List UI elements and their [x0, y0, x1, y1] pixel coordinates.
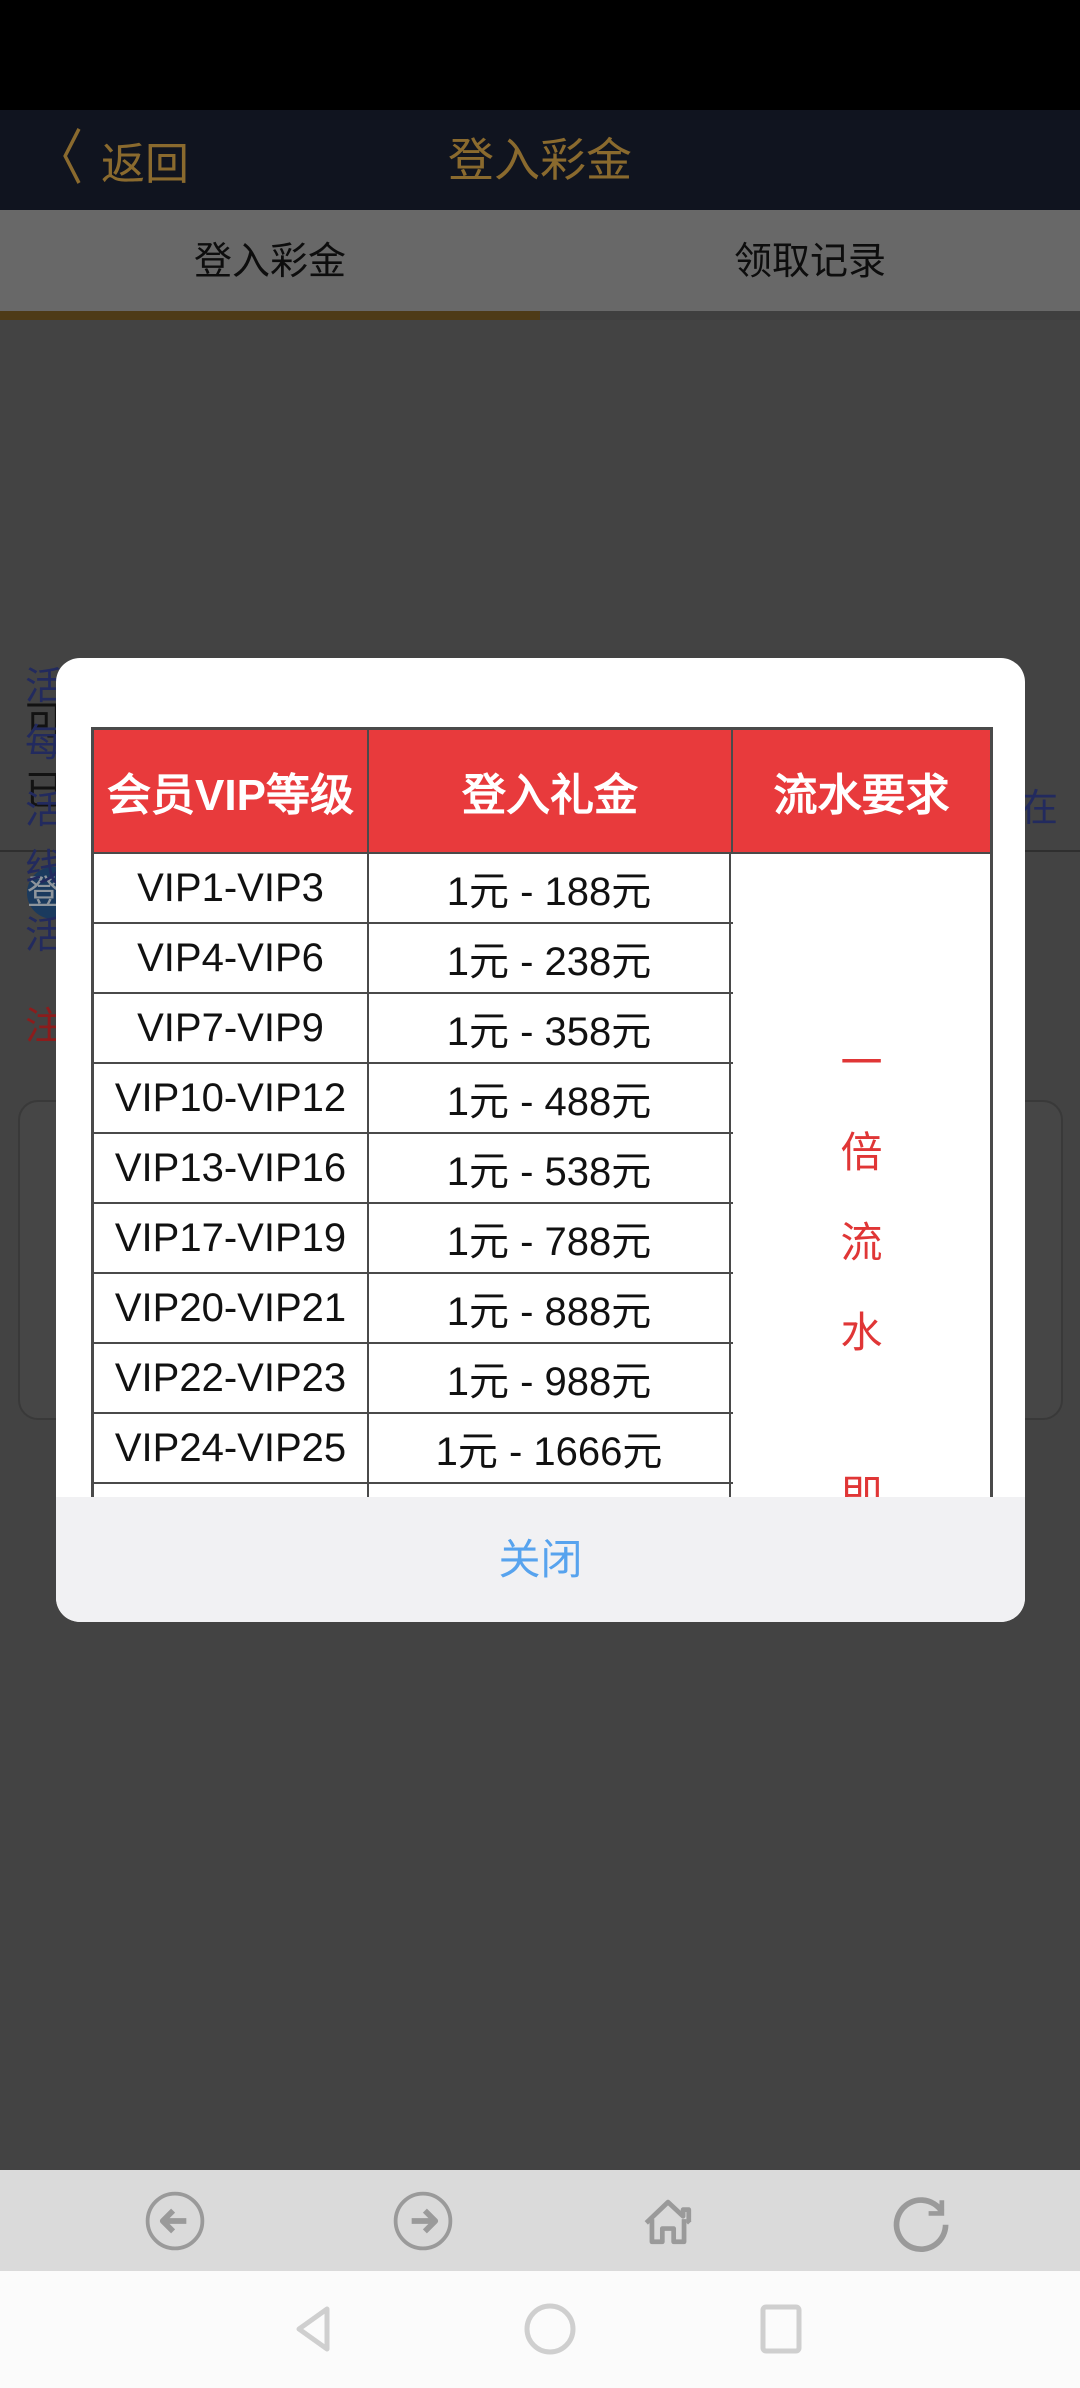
tab-claim-records[interactable]: 领取记录: [733, 241, 886, 283]
table-row: VIP4-VIP6 1元 - 238元: [94, 924, 733, 994]
cell-gift-range: 1元 - 358元: [369, 994, 731, 1062]
table-row: VIP20-VIP21 1元 - 888元: [94, 1274, 733, 1344]
table-row: VIP1-VIP3 1元 - 188元: [94, 854, 733, 924]
table-row: VIP24-VIP25 1元 - 1666元: [94, 1414, 733, 1484]
cell-gift-range: 1元 - 488元: [369, 1064, 731, 1132]
header-login-gift: 登入礼金: [369, 730, 733, 852]
cell-gift-range: 1元 - 788元: [369, 1204, 731, 1272]
browser-toolbar: [0, 2170, 1080, 2271]
android-recents-icon[interactable]: [753, 2301, 809, 2357]
vip-bonus-modal: 会员VIP等级 登入礼金 流水要求 VIP1-VIP3 1元 - 188元 VI…: [56, 658, 1025, 1622]
cell-gift-range: 1元 - 238元: [369, 924, 731, 992]
browser-home-icon[interactable]: [634, 2187, 702, 2255]
tab-bar: 登入彩金 领取记录: [0, 210, 1080, 320]
close-button[interactable]: 关闭: [56, 1497, 1025, 1622]
cell-gift-range: 1元 - 1666元: [369, 1414, 731, 1482]
cell-gift-range: 1元 - 888元: [369, 1274, 731, 1342]
browser-back-icon[interactable]: [141, 2187, 209, 2255]
cell-vip-range: VIP17-VIP19: [94, 1204, 369, 1272]
back-chevron-icon: 〈: [35, 126, 84, 193]
header-vip-level: 会员VIP等级: [94, 730, 369, 852]
status-bar: [0, 0, 1080, 110]
browser-refresh-icon[interactable]: [888, 2187, 956, 2255]
app-nav-bar: 〈 返回 登入彩金: [0, 110, 1080, 210]
cell-vip-range: VIP10-VIP12: [94, 1064, 369, 1132]
back-button[interactable]: 〈 返回: [35, 110, 189, 210]
back-label: 返回: [101, 140, 190, 189]
vertical-char: 一: [840, 1039, 883, 1086]
vip-bonus-table: 会员VIP等级 登入礼金 流水要求 VIP1-VIP3 1元 - 188元 VI…: [91, 727, 993, 1557]
table-row: VIP22-VIP23 1元 - 988元: [94, 1344, 733, 1414]
vertical-char: 流: [840, 1219, 883, 1266]
cell-vip-range: VIP7-VIP9: [94, 994, 369, 1062]
cell-vip-range: VIP4-VIP6: [94, 924, 369, 992]
turnover-merged-cell: 一 倍 流 水 即: [733, 854, 990, 1554]
page-title: 登入彩金: [448, 134, 632, 186]
vertical-char: 倍: [840, 1129, 883, 1176]
table-row: VIP10-VIP12 1元 - 488元: [94, 1064, 733, 1134]
table-body-left: VIP1-VIP3 1元 - 188元 VIP4-VIP6 1元 - 238元 …: [94, 854, 733, 1554]
cell-vip-range: VIP22-VIP23: [94, 1344, 369, 1412]
table-header-row: 会员VIP等级 登入礼金 流水要求: [94, 730, 990, 854]
android-back-icon[interactable]: [287, 2301, 343, 2357]
android-nav-bar: [0, 2271, 1080, 2388]
cell-gift-range: 1元 - 538元: [369, 1134, 731, 1202]
active-tab-underline: [0, 311, 540, 320]
cell-gift-range: 1元 - 188元: [369, 854, 731, 922]
table-row: VIP7-VIP9 1元 - 358元: [94, 994, 733, 1064]
browser-forward-icon[interactable]: [389, 2187, 457, 2255]
android-home-icon[interactable]: [522, 2301, 578, 2357]
cell-vip-range: VIP1-VIP3: [94, 854, 369, 922]
cell-vip-range: VIP20-VIP21: [94, 1274, 369, 1342]
header-turnover: 流水要求: [773, 771, 950, 820]
cell-vip-range: VIP13-VIP16: [94, 1134, 369, 1202]
table-row: VIP17-VIP19 1元 - 788元: [94, 1204, 733, 1274]
clipped-text-char-right: 在: [1020, 788, 1059, 830]
cell-gift-range: 1元 - 988元: [369, 1344, 731, 1412]
cell-vip-range: VIP24-VIP25: [94, 1414, 369, 1482]
tab-login-bonus[interactable]: 登入彩金: [193, 241, 346, 283]
table-body: VIP1-VIP3 1元 - 188元 VIP4-VIP6 1元 - 238元 …: [94, 854, 990, 1554]
vertical-char: 水: [840, 1309, 883, 1356]
table-row: VIP13-VIP16 1元 - 538元: [94, 1134, 733, 1204]
